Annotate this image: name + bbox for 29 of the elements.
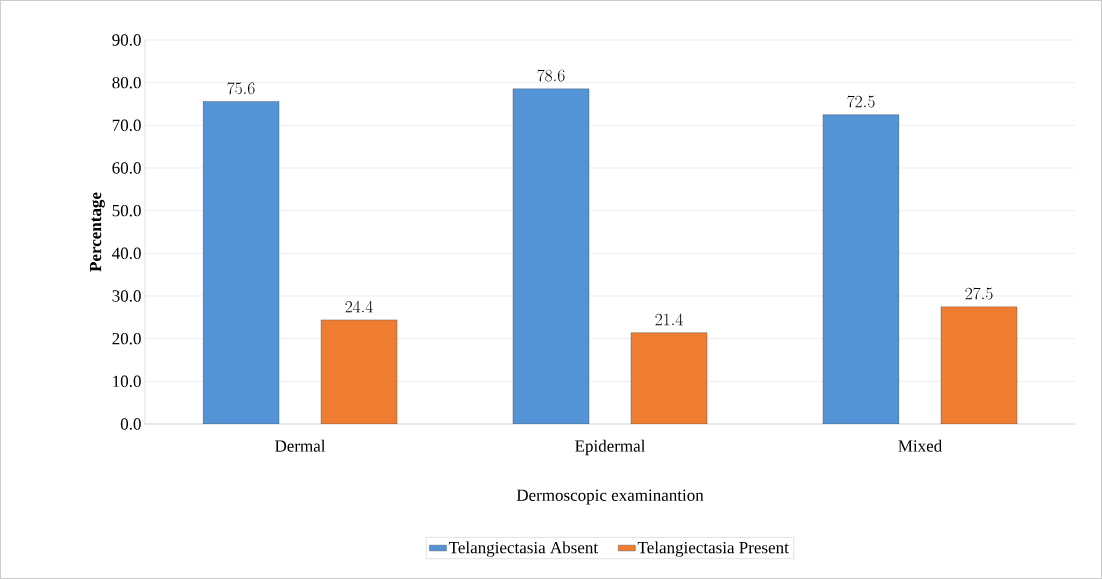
x-axis-title: Dermoscopic examinantion [516, 489, 704, 505]
legend-label: Telangiectasia Present [637, 541, 789, 557]
bar [512, 88, 590, 424]
y-tick-label: 0.0 [120, 418, 141, 430]
data-label: 24.4 [345, 300, 373, 313]
x-tick-label: Mixed [898, 439, 942, 452]
y-tick-label: 40.0 [112, 247, 141, 260]
y-tick-label: 10.0 [113, 375, 141, 388]
y-tick-label: 30.0 [112, 290, 141, 302]
y-tick-label: 60.0 [112, 162, 141, 174]
bar [940, 306, 1018, 424]
data-label: 27.5 [965, 287, 993, 300]
bar [822, 114, 900, 424]
y-tick-label: 70.0 [112, 119, 141, 132]
x-tick-label: Dermal [275, 439, 326, 452]
y-tick-label: 80.0 [112, 76, 141, 89]
y-axis-title: Percentage [89, 192, 105, 272]
data-label: 72.5 [847, 95, 875, 108]
bar [630, 332, 708, 424]
bar [320, 319, 398, 424]
y-tick-label: 20.0 [112, 332, 141, 345]
legend-label: Telangiectasia Absent [448, 541, 598, 557]
x-tick-label: Epidermal [575, 439, 646, 456]
bar [202, 101, 280, 424]
y-tick-label: 90.0 [112, 34, 141, 46]
data-label: 75.6 [227, 82, 255, 95]
y-tick-label: 50.0 [112, 204, 141, 217]
data-label: 78.6 [537, 69, 565, 82]
data-label: 21 .4 [655, 313, 683, 326]
